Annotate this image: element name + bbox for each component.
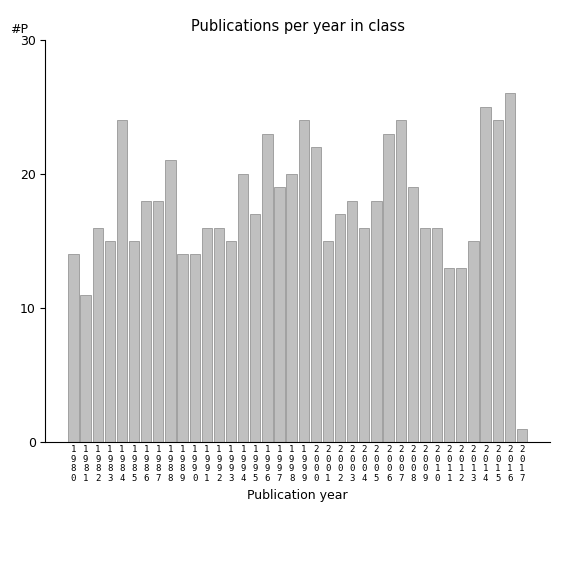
Bar	[408, 187, 418, 442]
Bar	[202, 227, 212, 442]
Text: #P: #P	[10, 23, 28, 36]
Bar	[420, 227, 430, 442]
Bar	[359, 227, 370, 442]
Bar	[117, 120, 127, 442]
Bar	[105, 241, 115, 442]
Bar	[262, 134, 273, 442]
Bar	[214, 227, 224, 442]
Title: Publications per year in class: Publications per year in class	[191, 19, 405, 35]
Bar	[250, 214, 260, 442]
Bar	[371, 201, 382, 442]
Bar	[335, 214, 345, 442]
Bar	[456, 268, 467, 442]
Bar	[226, 241, 236, 442]
Bar	[444, 268, 454, 442]
Bar	[238, 174, 248, 442]
Bar	[177, 255, 188, 442]
Bar	[480, 107, 490, 442]
Bar	[92, 227, 103, 442]
Bar	[189, 255, 200, 442]
Bar	[141, 201, 151, 442]
Bar	[81, 295, 91, 442]
Bar	[311, 147, 321, 442]
Bar	[68, 255, 79, 442]
Bar	[396, 120, 406, 442]
Bar	[323, 241, 333, 442]
Bar	[153, 201, 163, 442]
Bar	[517, 429, 527, 442]
Bar	[286, 174, 297, 442]
X-axis label: Publication year: Publication year	[247, 489, 348, 502]
Bar	[129, 241, 139, 442]
Bar	[165, 160, 176, 442]
Bar	[383, 134, 393, 442]
Bar	[493, 120, 503, 442]
Bar	[347, 201, 357, 442]
Bar	[299, 120, 309, 442]
Bar	[274, 187, 285, 442]
Bar	[505, 94, 515, 442]
Bar	[432, 227, 442, 442]
Bar	[468, 241, 479, 442]
